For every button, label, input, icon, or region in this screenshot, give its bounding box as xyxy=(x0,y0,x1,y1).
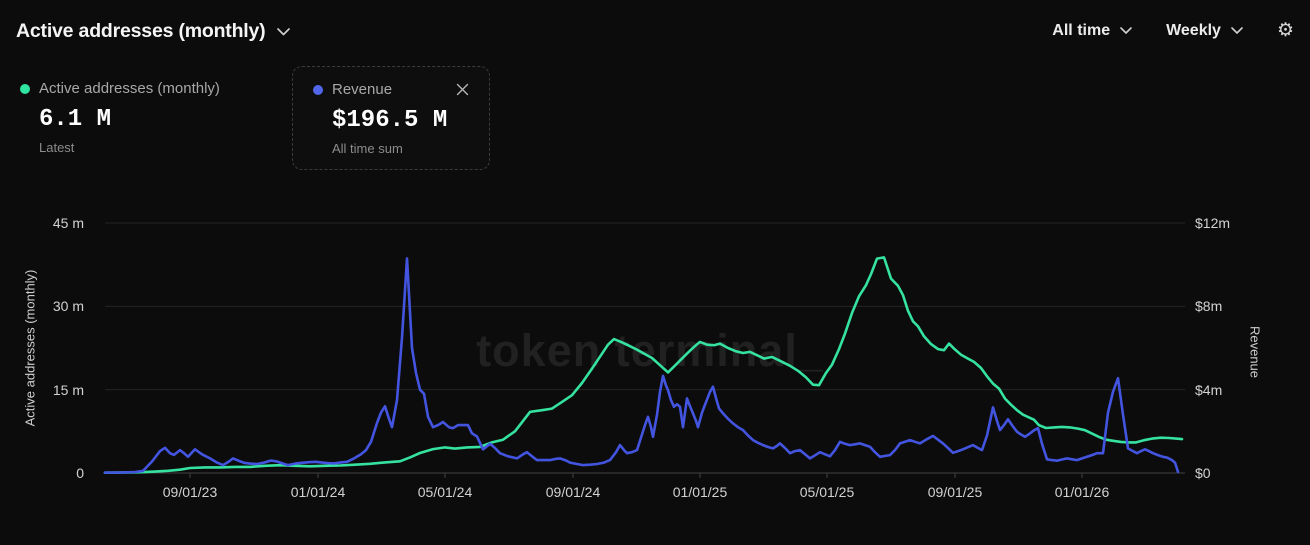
chevron-down-icon xyxy=(1231,27,1243,34)
x-axis-tick-label: 05/01/24 xyxy=(417,484,473,500)
close-icon[interactable] xyxy=(456,83,469,96)
chart-title-dropdown[interactable]: Active addresses (monthly) xyxy=(16,20,291,43)
y-axis-tick-right: $0 xyxy=(1195,465,1211,481)
time-range-select[interactable]: All time xyxy=(1052,22,1132,40)
y-axis-tick-left: 45 m xyxy=(52,215,84,231)
chevron-down-icon xyxy=(1120,27,1132,34)
x-axis-tick-label: 01/01/26 xyxy=(1054,484,1110,500)
x-axis-tick-label: 01/01/25 xyxy=(672,484,728,500)
y-axis-tick-left: 30 m xyxy=(52,298,84,315)
series-dot-blue xyxy=(313,84,323,95)
y-axis-tick-left: 0 xyxy=(76,465,84,481)
series-dot-green xyxy=(20,83,30,94)
legend-card-active-addresses: Active addresses (monthly) 6.1 M Latest xyxy=(0,66,240,170)
settings-gear-icon[interactable]: ⚙ xyxy=(1276,20,1294,41)
y-axis-title-left: Active addresses (monthly) xyxy=(22,269,38,427)
y-axis-title-right: Revenue xyxy=(1247,325,1263,379)
x-axis-tick-label: 01/01/24 xyxy=(290,484,346,500)
legend-caption: Latest xyxy=(39,140,75,155)
legend-value: $196.5 M xyxy=(332,107,448,134)
legend-card-revenue[interactable]: Revenue $196.5 M All time sum xyxy=(292,66,490,170)
series-line-active-addresses-monthly- xyxy=(103,256,1184,475)
header-controls: All time Weekly ⚙ xyxy=(1052,21,1294,40)
time-range-value: All time xyxy=(1052,21,1111,39)
x-axis-tick-label: 09/01/23 xyxy=(162,484,218,500)
token-terminal-watermark: token terminal_ xyxy=(476,325,824,376)
x-axis-tick-label: 09/01/24 xyxy=(545,484,601,500)
legend-label: Active addresses (monthly) xyxy=(39,80,220,97)
series-line-revenue xyxy=(103,257,1180,474)
granularity-select[interactable]: Weekly xyxy=(1166,22,1243,40)
y-axis-tick-left: 15 m xyxy=(52,381,84,398)
granularity-value: Weekly xyxy=(1166,21,1221,39)
x-axis-tick-label: 05/01/25 xyxy=(799,484,855,500)
chevron-down-icon xyxy=(277,27,291,35)
legend-label: Revenue xyxy=(332,81,393,98)
y-axis-tick-right: $4m xyxy=(1195,381,1223,398)
y-axis-tick-right: $8m xyxy=(1195,298,1223,315)
legend-value: 6.1 M xyxy=(39,106,112,133)
page-title: Active addresses (monthly) xyxy=(16,20,266,42)
legend-caption: All time sum xyxy=(332,141,403,156)
y-axis-tick-right: $12m xyxy=(1195,215,1231,231)
x-axis-tick-label: 09/01/25 xyxy=(927,484,983,500)
